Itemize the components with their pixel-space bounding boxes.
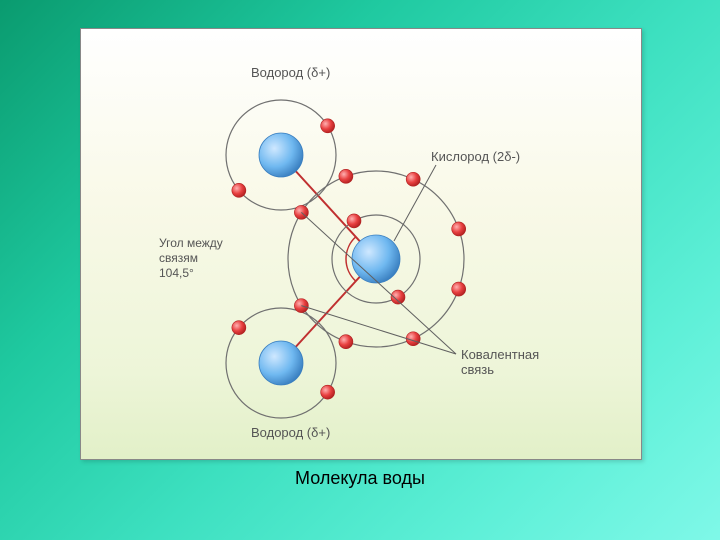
oxygen-inner-electron-0 (391, 290, 405, 304)
oxygen-outer-electron-0 (452, 282, 466, 296)
h-top-electron-0 (321, 119, 335, 133)
label-hydrogen-top: Водород (δ+) (251, 65, 330, 80)
hydrogen-top-nucleus (259, 133, 303, 177)
oxygen-outer-electron-2 (339, 335, 353, 349)
slide-background: Водород (δ+) Водород (δ+) Кислород (2δ-) Ко… (0, 0, 720, 540)
oxygen-inner-electron-1 (347, 214, 361, 228)
h-bot-electron-0 (321, 385, 335, 399)
label-angle: Угол междусвязям104,5° (159, 236, 223, 280)
h-top-electron-1 (232, 183, 246, 197)
oxygen-outer-electron-6 (406, 172, 420, 186)
slide-caption: Молекула воды (0, 468, 720, 489)
oxygen-outer-electron-7 (452, 222, 466, 236)
oxygen-nucleus (352, 235, 400, 283)
label-oxygen: Кислород (2δ-) (431, 149, 520, 164)
covalent-pointer-1 (301, 212, 456, 354)
h-bot-electron-1 (232, 321, 246, 335)
water-molecule-diagram: Водород (δ+) Водород (δ+) Кислород (2δ-) Ко… (81, 29, 641, 459)
hydrogen-bottom-nucleus (259, 341, 303, 385)
diagram-panel: Водород (δ+) Водород (δ+) Кислород (2δ-) Ко… (80, 28, 642, 460)
label-hydrogen-bottom: Водород (δ+) (251, 425, 330, 440)
oxygen-outer-electron-5 (339, 169, 353, 183)
label-covalent: Ковалентнаясвязь (461, 347, 539, 377)
